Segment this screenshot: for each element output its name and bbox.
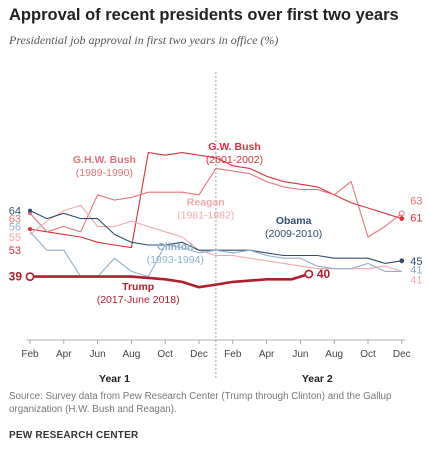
series-end-dot: [399, 258, 405, 264]
series-annotation: Reagan(1981-1982): [177, 196, 234, 221]
annotation-years: (1989-1990): [76, 167, 133, 179]
annotation-years: (1993-1994): [147, 254, 204, 266]
annotation-name: Clinton: [157, 241, 193, 253]
series-start-dot: [28, 227, 32, 232]
series-line-g-w-bush: [29, 152, 402, 249]
end-value-label: 61: [410, 213, 422, 225]
x-tick-label: Dec: [393, 349, 411, 360]
start-value-label: 55: [9, 232, 21, 244]
x-tick-label: Aug: [123, 349, 141, 360]
x-tick-label: Oct: [157, 349, 173, 360]
x-tick-label: Jun: [292, 349, 308, 360]
year-label: Year 2: [302, 373, 333, 385]
x-tick-label: Apr: [56, 349, 72, 360]
x-tick-label: Dec: [190, 349, 208, 360]
x-tick-label: Feb: [224, 349, 242, 360]
annotation-years: (1981-1982): [177, 209, 234, 221]
series-end-marker: [304, 269, 314, 279]
approval-line-chart: Feb Apr Jun Aug Oct Dec Feb Apr Jun Aug Oct Dec Year…: [9, 72, 423, 385]
trump-start-value: 39: [9, 270, 23, 284]
series-line-trump: [30, 272, 310, 289]
annotation-years: (2001-2002): [206, 154, 263, 166]
end-value-label: 41: [410, 264, 422, 276]
series-annotation: G.H.W. Bush(1989-1990): [73, 154, 136, 179]
annotation-name: Reagan: [187, 196, 225, 208]
annotation-name: Obama: [276, 215, 312, 227]
start-value-label: 53: [9, 245, 21, 257]
x-tick-label: Oct: [360, 349, 376, 360]
series-annotation: Obama(2009-2010): [265, 215, 322, 240]
x-tick-label: Apr: [259, 349, 275, 360]
start-value-label: 64: [9, 206, 21, 218]
series-annotation: G.W. Bush(2001-2002): [206, 141, 263, 166]
end-value-label: 45: [410, 256, 422, 268]
series-start-dot: [28, 208, 32, 213]
annotation-name: G.H.W. Bush: [73, 154, 136, 166]
brand-label: PEW RESEARCH CENTER: [9, 430, 139, 441]
trump-end-value: 40: [317, 267, 331, 281]
annotation-years: (2017-June 2018): [97, 294, 180, 306]
end-value-label: 63: [410, 195, 422, 207]
series-annotation: Clinton(1993-1994): [147, 241, 204, 266]
series-end-dot: [399, 216, 405, 221]
x-tick-label: Aug: [325, 349, 343, 360]
annotation-name: G.W. Bush: [208, 141, 261, 153]
trump-start-marker: [25, 272, 35, 282]
annotation-name: Trump: [122, 281, 154, 293]
start-value-label: 63: [9, 214, 21, 226]
source-note: Source: Survey data from Pew Research Ce…: [9, 391, 392, 415]
annotation-years: (2009-2010): [265, 228, 322, 240]
start-value-label: 56: [9, 221, 21, 233]
year-label: Year 1: [99, 373, 130, 385]
x-tick-label: Feb: [21, 349, 39, 360]
series-end-marker: [398, 210, 405, 217]
x-tick-label: Jun: [90, 349, 106, 360]
chart-title: Approval of recent presidents over first…: [9, 6, 399, 24]
chart-subtitle: Presidential job approval in first two y…: [9, 33, 279, 47]
series-annotation: Trump(2017-June 2018): [97, 281, 180, 306]
end-value-label: 41: [410, 274, 422, 286]
series-line-g-h-w-bush: [29, 167, 403, 238]
